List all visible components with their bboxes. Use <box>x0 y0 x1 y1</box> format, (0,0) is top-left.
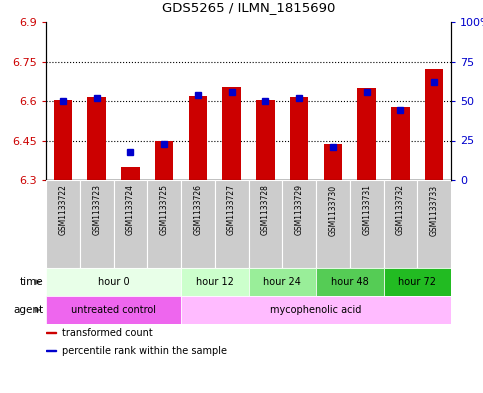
Bar <box>181 296 451 324</box>
Text: GSM1133727: GSM1133727 <box>227 184 236 235</box>
Bar <box>215 180 248 268</box>
Bar <box>350 180 384 268</box>
Text: hour 72: hour 72 <box>398 277 436 287</box>
Text: GSM1133724: GSM1133724 <box>126 184 135 235</box>
Bar <box>46 180 80 268</box>
Text: hour 12: hour 12 <box>196 277 234 287</box>
Text: time: time <box>19 277 43 287</box>
Bar <box>384 268 451 296</box>
Text: GSM1133729: GSM1133729 <box>295 184 304 235</box>
Bar <box>114 180 147 268</box>
Text: transformed count: transformed count <box>62 328 153 338</box>
Bar <box>417 180 451 268</box>
Bar <box>87 97 106 180</box>
Text: percentile rank within the sample: percentile rank within the sample <box>62 346 227 356</box>
Bar <box>46 296 181 324</box>
Bar <box>324 144 342 180</box>
Bar <box>282 180 316 268</box>
Text: GSM1133728: GSM1133728 <box>261 184 270 235</box>
Bar <box>46 332 56 333</box>
Text: GSM1133723: GSM1133723 <box>92 184 101 235</box>
Text: GSM1133733: GSM1133733 <box>429 184 439 235</box>
Bar <box>155 141 173 180</box>
Bar <box>181 180 215 268</box>
Bar <box>54 101 72 180</box>
Bar <box>357 88 376 180</box>
Bar <box>222 86 241 180</box>
Text: GSM1133726: GSM1133726 <box>193 184 202 235</box>
Bar <box>248 268 316 296</box>
Text: GSM1133731: GSM1133731 <box>362 184 371 235</box>
Text: GSM1133725: GSM1133725 <box>159 184 169 235</box>
Bar <box>121 167 140 180</box>
Bar <box>391 107 410 180</box>
Bar <box>384 180 417 268</box>
Text: hour 24: hour 24 <box>263 277 301 287</box>
Bar <box>46 268 181 296</box>
Bar <box>290 97 309 180</box>
Text: hour 48: hour 48 <box>331 277 369 287</box>
Text: GSM1133732: GSM1133732 <box>396 184 405 235</box>
Bar <box>256 100 275 180</box>
Bar <box>181 268 248 296</box>
Bar <box>80 180 114 268</box>
Text: untreated control: untreated control <box>71 305 156 315</box>
Text: agent: agent <box>13 305 43 315</box>
Text: GSM1133730: GSM1133730 <box>328 184 337 235</box>
Bar <box>425 70 443 180</box>
Text: GDS5265 / ILMN_1815690: GDS5265 / ILMN_1815690 <box>162 1 335 14</box>
Bar <box>248 180 282 268</box>
Text: hour 0: hour 0 <box>98 277 129 287</box>
Bar <box>188 96 207 180</box>
Bar <box>316 268 384 296</box>
Bar <box>46 350 56 351</box>
Bar <box>316 180 350 268</box>
Text: mycophenolic acid: mycophenolic acid <box>270 305 362 315</box>
Text: GSM1133722: GSM1133722 <box>58 184 67 235</box>
Bar <box>147 180 181 268</box>
